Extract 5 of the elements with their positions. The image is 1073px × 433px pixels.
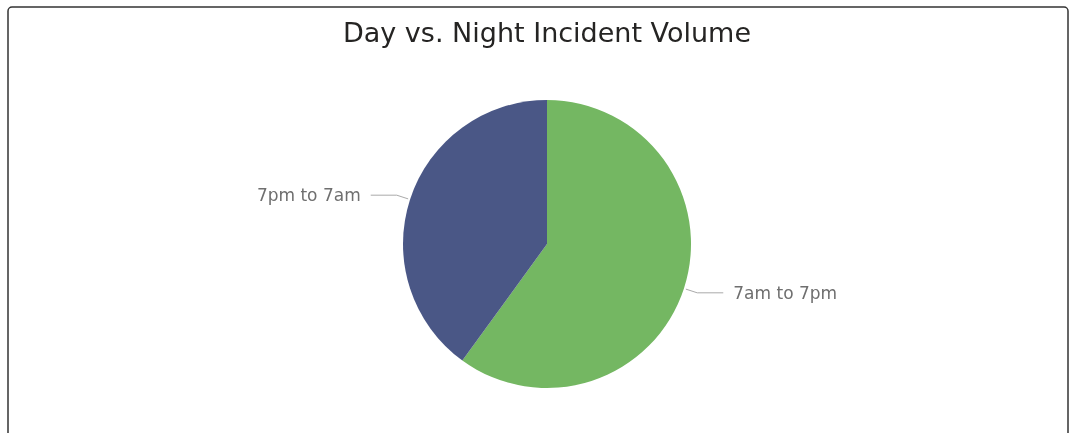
slice-label: 7pm to 7am — [256, 185, 361, 206]
chart-title: Day vs. Night Incident Volume — [342, 17, 752, 48]
slice-label: 7am to 7pm — [733, 282, 838, 303]
pie-slice — [403, 100, 547, 361]
pie-slice — [462, 100, 691, 388]
